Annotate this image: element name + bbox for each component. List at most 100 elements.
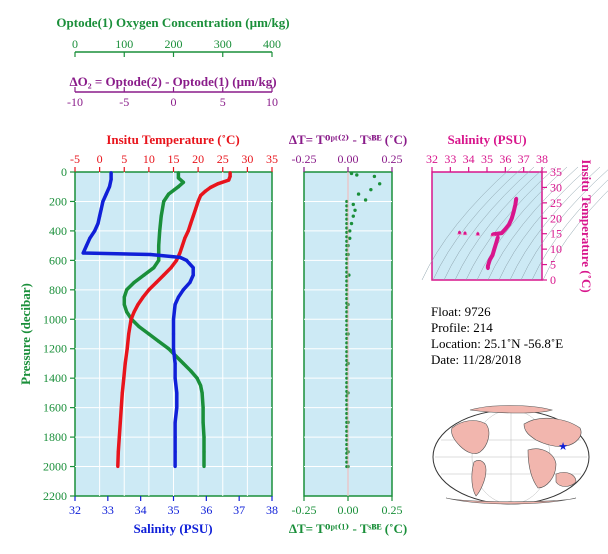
temperature-point <box>196 199 200 204</box>
temperature-tick-label: 30 <box>241 152 253 166</box>
salinity-point <box>81 251 85 255</box>
delta-t-point <box>345 266 349 270</box>
oxygen-point <box>137 325 141 329</box>
delta-t-point <box>345 257 349 261</box>
salinity-point <box>96 221 100 226</box>
delta-t-point <box>345 416 349 420</box>
temperature-point <box>125 347 129 351</box>
pressure-tick-label: 1200 <box>43 342 67 356</box>
delta-t-point <box>345 217 349 221</box>
temperature-point <box>123 361 127 366</box>
tick-label: 100 <box>115 37 133 51</box>
tick-label: 10 <box>266 95 278 109</box>
delta-t-point <box>345 230 349 234</box>
delta-t-bottom-tick-label: 0.25 <box>382 503 403 517</box>
float-location-marker: ★ <box>558 441 568 453</box>
delta-t-point <box>345 363 349 367</box>
delta-t-point <box>345 350 349 354</box>
delta-t-point <box>372 174 377 179</box>
profile-number: Profile: 214 <box>431 320 493 335</box>
temperature-point <box>203 189 208 193</box>
ts-point <box>514 196 518 200</box>
oxygen-point <box>176 171 181 175</box>
delta-o2-axis: ΔO₂ = Optode(2) - Optode(1) (µm/kg) -10 -… <box>67 74 278 109</box>
delta-t-point <box>345 354 349 358</box>
pressure-tick-label: 200 <box>49 194 67 208</box>
salinity-point <box>188 280 192 285</box>
delta-t-bottom-tick-label: -0.25 <box>292 503 317 517</box>
ts-plot-area <box>431 171 543 281</box>
ts-temperature-tick-label: 25 <box>550 196 562 210</box>
delta-t-point <box>345 434 349 438</box>
tick-label: 0 <box>171 95 177 109</box>
pressure-tick-label: 2200 <box>43 489 67 503</box>
temperature-point <box>119 406 123 410</box>
delta-t-point <box>356 192 361 196</box>
delta-t-point <box>345 358 349 363</box>
oxygen-point <box>125 310 129 314</box>
salinity-point <box>171 332 176 336</box>
temperature-point <box>183 236 187 240</box>
oxygen-point <box>122 302 126 307</box>
delta-t-point <box>345 420 349 424</box>
delta-t-point <box>345 336 349 341</box>
density-contour <box>531 179 608 281</box>
salinity-point <box>191 273 195 277</box>
ts-point <box>500 231 504 235</box>
salinity-tick-label: 33 <box>102 503 114 517</box>
pressure-axis-label: Pressure (decibar) <box>18 283 33 385</box>
delta-t-point <box>345 332 349 336</box>
oxygen-point <box>201 420 205 424</box>
salinity-point <box>185 258 189 262</box>
delta-t-point <box>377 182 382 186</box>
ts-temperature-tick-label: 0 <box>550 273 556 287</box>
delta-t-point <box>348 229 352 233</box>
float-location: Location: 25.1˚N -56.8˚E <box>431 336 564 351</box>
density-contour <box>542 190 608 281</box>
temperature-point <box>189 221 193 226</box>
ts-temperature-tick-label: 15 <box>550 227 562 241</box>
temperature-tick-label: 35 <box>266 152 278 166</box>
density-contour <box>465 166 557 281</box>
oxygen-point <box>181 180 185 184</box>
oxygen-point <box>159 214 163 218</box>
tick-label: 200 <box>165 37 183 51</box>
oxygen-axis-label: Optode(1) Oxygen Concentration (µm/kg) <box>56 15 289 30</box>
salinity-point <box>101 199 105 204</box>
delta-t-point <box>345 283 349 287</box>
ts-point <box>486 264 490 268</box>
density-contour <box>476 166 568 281</box>
ts-point <box>463 231 467 235</box>
ts-salinity-tick-label: 34 <box>463 152 475 166</box>
profile-panel: Insitu Temperature (˚C) -5 0 5 10 15 20 25 30 35… <box>18 132 278 536</box>
float-id: Float: 9726 <box>431 304 491 319</box>
salinity-point <box>107 185 112 189</box>
delta-t-point <box>345 301 349 305</box>
salinity-point <box>148 252 153 257</box>
delta-t-point <box>345 323 349 327</box>
oxygen-point <box>202 450 206 454</box>
oxygen-point <box>181 361 185 366</box>
oxygen-point <box>202 435 206 439</box>
delta-t-point <box>351 214 355 218</box>
density-contour <box>432 166 524 281</box>
delta-t-point <box>345 244 349 248</box>
delta-o2-axis-label: ΔO₂ = Optode(2) - Optode(1) (µm/kg) <box>69 74 276 89</box>
density-contour <box>454 166 546 281</box>
ts-point <box>476 232 480 236</box>
delta-t-point <box>345 411 349 416</box>
temperature-point <box>122 376 126 380</box>
density-contour <box>520 169 608 281</box>
delta-t-point <box>345 314 349 318</box>
delta-t-point <box>351 202 355 207</box>
tick-label: 400 <box>263 37 281 51</box>
delta-t-point <box>345 438 349 442</box>
ts-temperature-tick-label: 10 <box>550 242 562 256</box>
salinity-point <box>173 450 177 454</box>
delta-t-point <box>349 171 354 176</box>
salinity-point <box>88 236 92 240</box>
temperature-point <box>178 251 182 255</box>
ts-salinity-tick-label: 32 <box>426 152 438 166</box>
delta-t-point <box>345 310 349 314</box>
temperature-tick-label: -5 <box>70 152 80 166</box>
